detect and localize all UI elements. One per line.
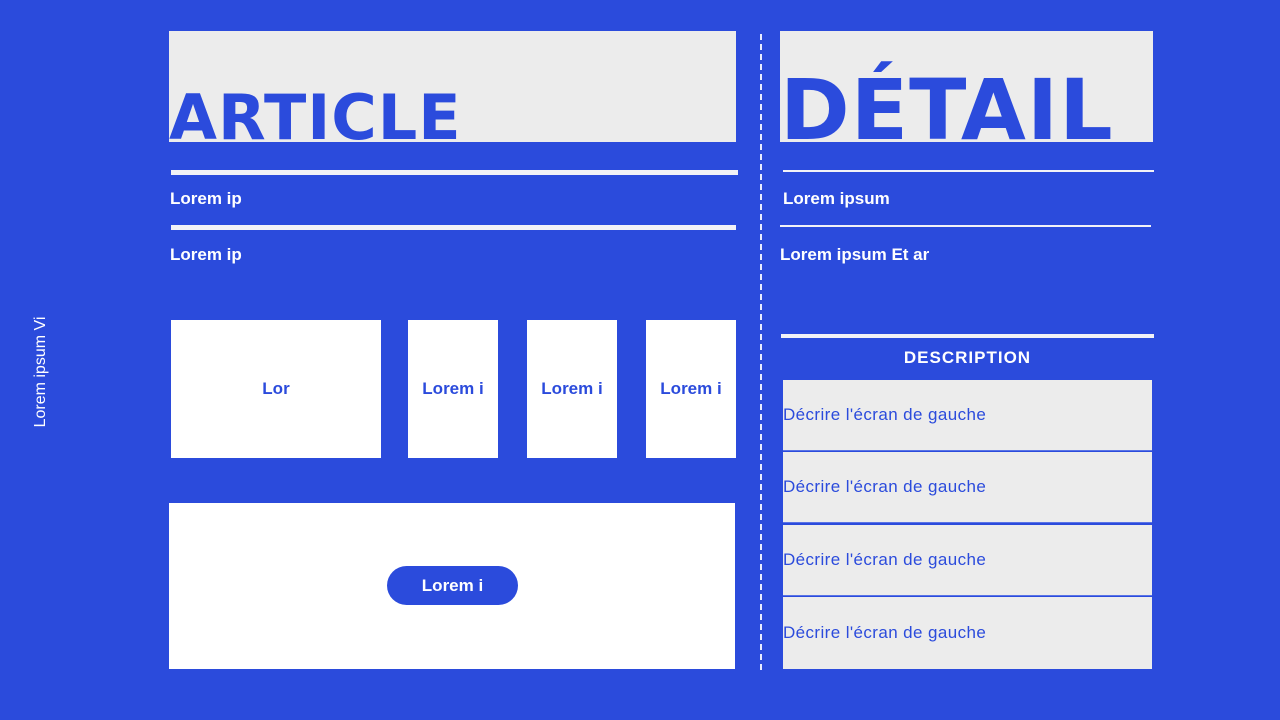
detail-line-1: Lorem ipsum <box>783 189 890 208</box>
side-label: Lorem ipsum Vi <box>32 316 49 428</box>
description-row[interactable]: Décrire l'écran de gauche <box>783 525 1152 596</box>
article-card[interactable]: Lor <box>171 320 381 458</box>
detail-title-box: DÉTAIL <box>780 31 1153 142</box>
detail-line-2: Lorem ipsum Et ar <box>780 245 930 264</box>
article-card[interactable]: Lorem i <box>646 320 736 458</box>
description-row[interactable]: Décrire l'écran de gauche <box>783 597 1152 669</box>
description-row[interactable]: Décrire l'écran de gauche <box>783 380 1152 451</box>
divider <box>781 334 1154 338</box>
divider <box>780 225 1151 227</box>
article-card[interactable]: Lorem i <box>527 320 617 458</box>
article-line-2: Lorem ip <box>170 245 242 264</box>
article-title: ARTICLE <box>169 81 462 142</box>
description-row[interactable]: Décrire l'écran de gauche <box>783 452 1152 523</box>
description-header: DESCRIPTION <box>903 348 1032 367</box>
detail-title: DÉTAIL <box>780 61 1114 142</box>
divider <box>783 170 1154 172</box>
divider <box>171 170 738 175</box>
article-action-button[interactable]: Lorem i <box>387 566 518 605</box>
article-card[interactable]: Lorem i <box>408 320 498 458</box>
dashed-separator <box>760 34 762 670</box>
article-line-1: Lorem ip <box>170 189 242 208</box>
article-title-box: ARTICLE <box>169 31 736 142</box>
divider <box>171 225 736 230</box>
